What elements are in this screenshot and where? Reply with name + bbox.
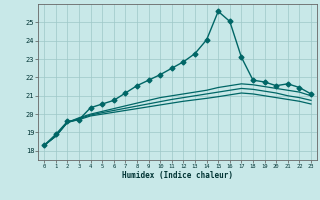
X-axis label: Humidex (Indice chaleur): Humidex (Indice chaleur) [122, 171, 233, 180]
